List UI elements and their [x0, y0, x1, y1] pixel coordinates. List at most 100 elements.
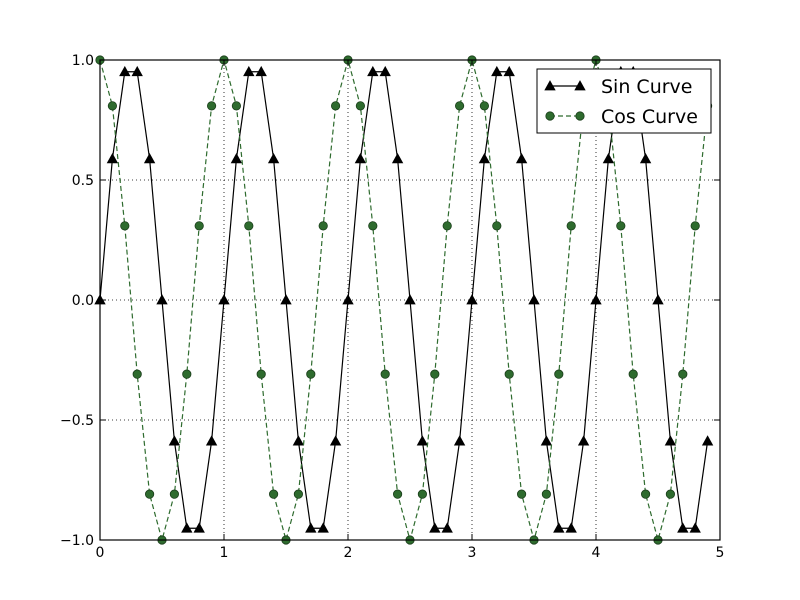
data-point	[664, 435, 677, 446]
x-tick-label: 4	[592, 545, 601, 561]
legend-marker	[575, 111, 585, 121]
data-point	[392, 489, 403, 499]
y-tick-label: 1.0	[72, 53, 94, 69]
legend-label: Sin Curve	[601, 76, 692, 98]
data-point	[491, 65, 503, 77]
data-point	[194, 221, 204, 231]
data-point	[590, 294, 602, 305]
x-tick-label: 2	[344, 545, 353, 561]
data-point	[504, 369, 514, 379]
x-tick-label: 1	[220, 545, 229, 561]
data-point	[441, 522, 453, 533]
data-point	[145, 489, 155, 499]
data-point	[554, 369, 564, 379]
data-point	[367, 65, 379, 77]
data-point	[306, 369, 316, 379]
data-point	[566, 221, 576, 231]
data-point	[255, 65, 267, 77]
data-point	[565, 522, 577, 533]
data-point	[429, 522, 441, 533]
legend-marker	[544, 80, 556, 91]
data-point	[689, 522, 701, 533]
data-point	[280, 294, 292, 305]
legend: Sin Curve Cos Curve	[536, 68, 712, 134]
x-tick-label: 5	[716, 545, 725, 561]
data-point	[416, 435, 429, 446]
data-point	[354, 153, 367, 164]
x-tick-label: 0	[96, 545, 105, 561]
legend-marker	[574, 80, 586, 91]
data-point	[244, 221, 254, 231]
data-point	[305, 522, 317, 533]
data-point	[430, 369, 440, 379]
data-point	[119, 65, 131, 77]
data-point	[267, 153, 280, 164]
data-point	[404, 294, 416, 305]
data-point	[231, 101, 241, 111]
data-point	[453, 435, 466, 446]
data-point	[577, 435, 590, 446]
data-point	[516, 489, 527, 499]
legend-label: Cos Curve	[601, 106, 698, 128]
data-point	[317, 522, 329, 533]
data-point	[355, 101, 365, 111]
data-point	[478, 153, 491, 164]
data-point	[181, 522, 193, 533]
series-sin-curve	[94, 65, 714, 533]
data-point	[442, 221, 452, 231]
data-point	[368, 221, 378, 231]
data-point	[380, 369, 390, 379]
data-point	[243, 65, 255, 77]
data-point	[639, 153, 652, 164]
data-point	[540, 435, 553, 446]
data-point	[131, 65, 143, 77]
data-point	[120, 221, 130, 231]
data-point	[207, 101, 217, 111]
data-point	[205, 435, 218, 446]
series-line	[99, 71, 709, 529]
data-point	[454, 101, 465, 111]
data-point	[640, 489, 651, 499]
data-point	[268, 489, 279, 499]
legend-marker	[545, 111, 555, 121]
legend-entry: Cos Curve	[545, 106, 698, 128]
data-point	[628, 369, 638, 379]
data-point	[602, 153, 615, 164]
data-point	[318, 221, 328, 231]
data-point	[665, 489, 676, 499]
data-point	[503, 65, 515, 77]
data-point	[541, 489, 552, 499]
data-point	[553, 522, 565, 533]
data-point	[218, 294, 230, 305]
data-point	[107, 101, 118, 111]
data-point	[132, 369, 142, 379]
data-point	[701, 435, 714, 446]
data-point	[391, 153, 404, 164]
data-point	[677, 522, 689, 533]
data-point	[515, 153, 528, 164]
data-point	[466, 294, 478, 305]
data-point	[492, 221, 502, 231]
y-tick-label: −1.0	[60, 533, 94, 549]
data-point	[616, 221, 626, 231]
data-point	[678, 369, 688, 379]
data-point	[528, 294, 540, 305]
y-tick-label: 0.5	[72, 173, 94, 189]
data-point	[168, 435, 181, 446]
y-tick-label: −0.5	[60, 413, 94, 429]
data-point	[342, 294, 354, 305]
axis-ticks: 0 1 2 3 4 5 −1.0 −0.5 0.0 0.5 1.0	[60, 53, 724, 561]
data-point	[330, 101, 341, 111]
data-point	[293, 489, 303, 499]
data-point	[417, 489, 427, 499]
data-point	[156, 294, 168, 305]
data-point	[329, 435, 342, 446]
data-point	[169, 489, 179, 499]
legend-box	[536, 68, 712, 134]
data-point	[143, 153, 156, 164]
data-point	[292, 435, 305, 446]
data-point	[690, 221, 700, 231]
data-point	[379, 65, 391, 77]
plot-series	[94, 55, 714, 545]
